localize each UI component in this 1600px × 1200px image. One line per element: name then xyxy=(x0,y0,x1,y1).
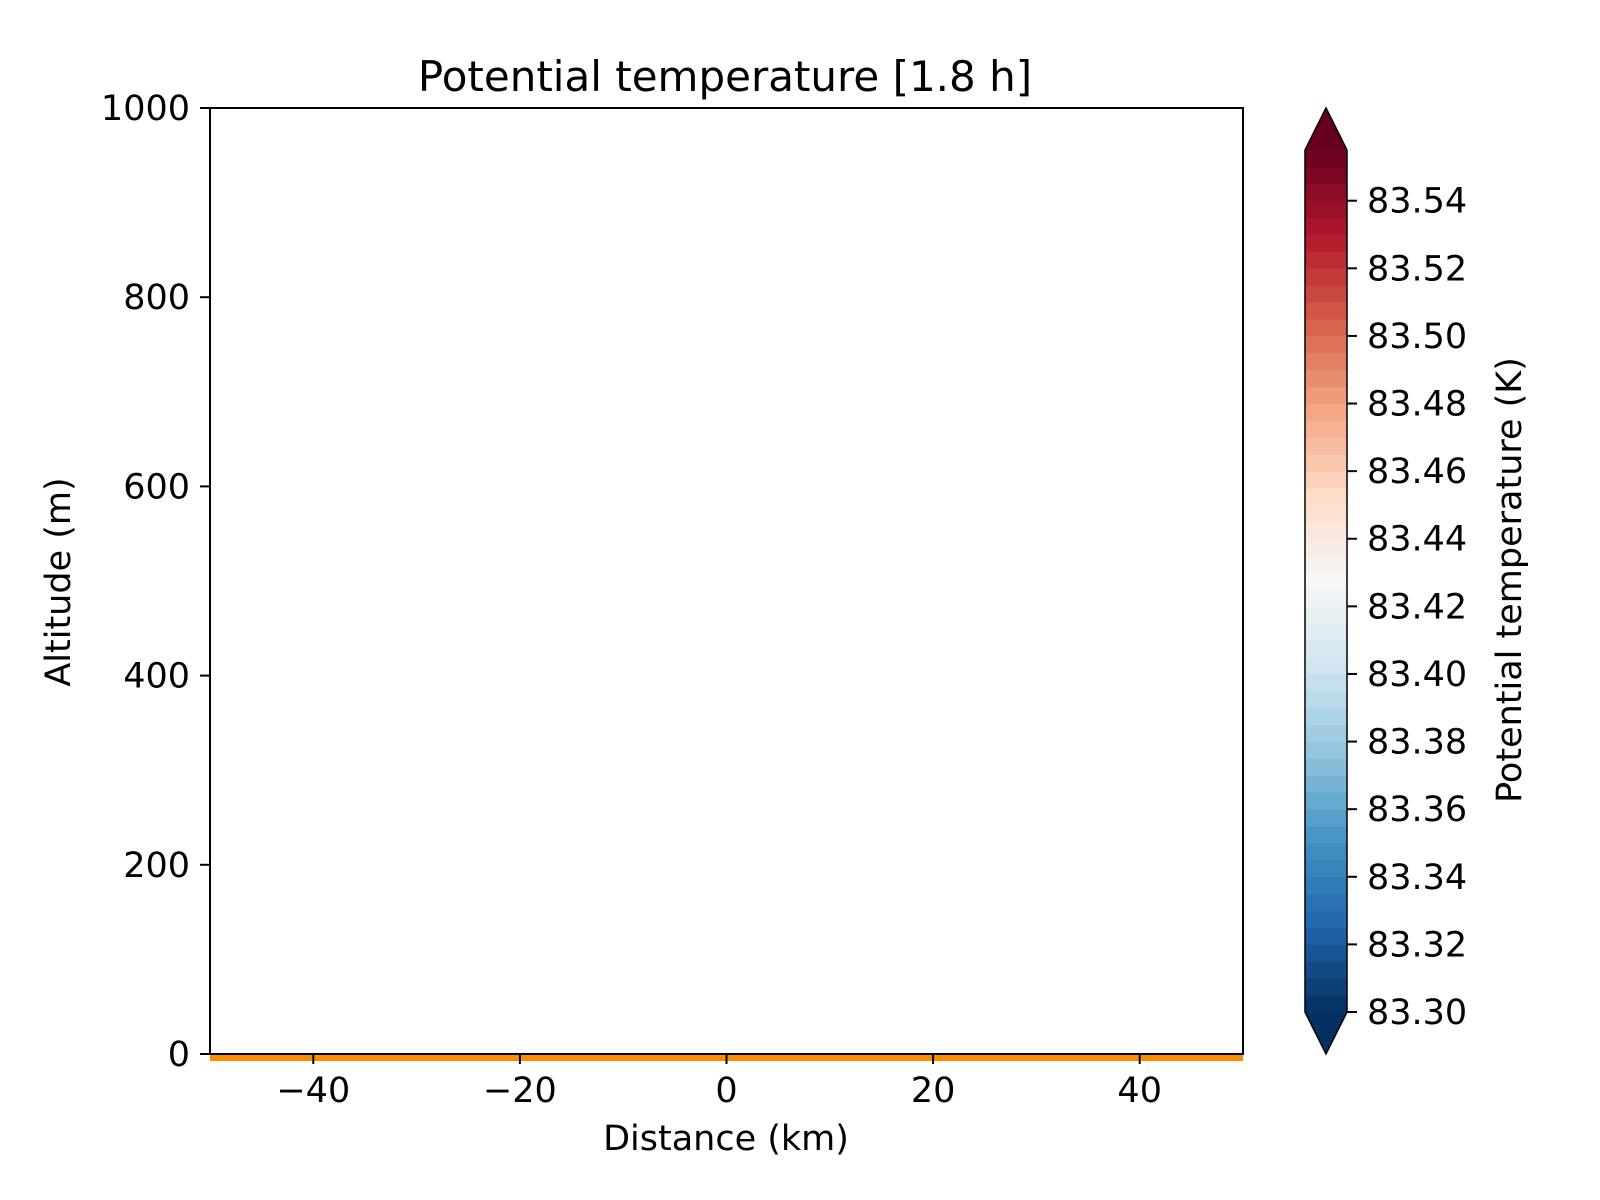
colorbar-band xyxy=(1305,183,1347,202)
colorbar-tick-label: 83.52 xyxy=(1367,249,1467,289)
colorbar-label: Potential temperature (K) xyxy=(1490,357,1530,803)
colorbar-band xyxy=(1305,555,1347,573)
colorbar-band xyxy=(1305,538,1347,557)
colorbar-band xyxy=(1305,859,1347,878)
colorbar-tick-label: 83.40 xyxy=(1367,655,1467,695)
colorbar-band xyxy=(1305,876,1347,895)
colorbar-band xyxy=(1305,994,1347,1013)
colorbar-tick-label: 83.50 xyxy=(1367,317,1467,357)
y-axis-label: Altitude (m) xyxy=(39,477,79,686)
colorbar-band xyxy=(1305,234,1347,252)
colorbar-band xyxy=(1305,943,1347,962)
colorbar-band xyxy=(1305,825,1347,844)
colorbar-band xyxy=(1305,589,1347,607)
colorbar-band xyxy=(1305,369,1347,388)
y-tick-label: 400 xyxy=(123,657,190,697)
chart-title: Potential temperature [1.8 h] xyxy=(418,52,1032,101)
colorbar-band xyxy=(1305,504,1347,523)
colorbar-band xyxy=(1305,791,1347,810)
colorbar-band xyxy=(1305,808,1347,827)
colorbar-band xyxy=(1305,690,1347,709)
x-tick-label: −20 xyxy=(483,1071,557,1111)
y-axis-ticks: 0 200 400 600 800 1000 xyxy=(101,89,210,1075)
y-tick-label: 600 xyxy=(123,467,190,507)
colorbar-band xyxy=(1305,453,1347,472)
colorbar-band xyxy=(1305,724,1347,742)
colorbar-band xyxy=(1305,386,1347,404)
colorbar-tick-label: 83.42 xyxy=(1367,587,1467,627)
colorbar-band xyxy=(1305,318,1347,337)
colorbar-band xyxy=(1305,741,1347,759)
colorbar-band xyxy=(1305,893,1347,911)
colorbar-band xyxy=(1305,251,1347,269)
colorbar-extend-min xyxy=(1305,1012,1347,1054)
colorbar-outline xyxy=(1304,106,1348,1056)
colorbar-tick-label: 83.30 xyxy=(1367,993,1467,1033)
colorbar-band xyxy=(1305,487,1347,506)
colorbar-band xyxy=(1305,639,1347,658)
colorbar-band xyxy=(1305,960,1347,979)
plot-background xyxy=(210,108,1243,1054)
colorbar-extend-max xyxy=(1305,108,1347,150)
colorbar-band xyxy=(1305,622,1347,641)
colorbar-band xyxy=(1305,200,1347,219)
colorbar-band xyxy=(1305,301,1347,320)
x-tick-label: 40 xyxy=(1117,1071,1162,1111)
colorbar-tick-label: 83.38 xyxy=(1367,723,1467,763)
x-axis-ticks: −40 −20 0 20 40 xyxy=(276,1054,1162,1111)
colorbar-tick-label: 83.46 xyxy=(1367,452,1467,492)
y-tick-label: 800 xyxy=(123,278,190,318)
colorbar-tick-label: 83.36 xyxy=(1367,790,1467,830)
colorbar-band xyxy=(1305,605,1347,624)
colorbar: 83.30 83.32 83.34 83.36 83.38 83.40 83.42 83.44… xyxy=(1304,106,1530,1056)
colorbar-band xyxy=(1305,217,1347,235)
colorbar-tick-label: 83.48 xyxy=(1367,385,1467,425)
x-tick-label: −40 xyxy=(276,1071,350,1111)
colorbar-tick-label: 83.44 xyxy=(1367,520,1467,560)
colorbar-band xyxy=(1305,352,1347,371)
colorbar-ticks: 83.30 83.32 83.34 83.36 83.38 83.40 83.42 83.44… xyxy=(1347,182,1467,1033)
y-tick-label: 1000 xyxy=(101,89,190,129)
colorbar-band xyxy=(1305,470,1347,489)
colorbar-band xyxy=(1305,774,1347,793)
colorbar-band xyxy=(1305,267,1347,286)
colorbar-band xyxy=(1305,673,1347,692)
colorbar-band xyxy=(1305,284,1347,303)
y-tick-label: 200 xyxy=(123,846,190,886)
colorbar-band xyxy=(1305,572,1347,590)
colorbar-band xyxy=(1305,910,1347,928)
plot-area: −40 −20 0 20 40 0 200 400 600 800 1000 xyxy=(101,89,1244,1111)
x-axis-label: Distance (km) xyxy=(603,1119,849,1159)
colorbar-band xyxy=(1305,842,1347,861)
colorbar-band xyxy=(1305,335,1347,354)
colorbar-bands xyxy=(1305,149,1347,1013)
colorbar-band xyxy=(1305,927,1347,945)
colorbar-band xyxy=(1305,403,1347,421)
colorbar-band xyxy=(1305,977,1347,996)
x-tick-label: 20 xyxy=(911,1071,956,1111)
colorbar-band xyxy=(1305,758,1347,776)
colorbar-band xyxy=(1305,521,1347,540)
colorbar-band xyxy=(1305,436,1347,455)
colorbar-tick-label: 83.32 xyxy=(1367,925,1467,965)
colorbar-tick-label: 83.34 xyxy=(1367,858,1467,898)
colorbar-band xyxy=(1305,166,1347,185)
colorbar-tick-label: 83.54 xyxy=(1367,182,1467,222)
colorbar-band xyxy=(1305,420,1347,438)
colorbar-band xyxy=(1305,656,1347,675)
y-tick-label: 0 xyxy=(168,1035,190,1075)
colorbar-band xyxy=(1305,707,1347,726)
colorbar-band xyxy=(1305,149,1347,168)
x-tick-label: 0 xyxy=(715,1071,737,1111)
